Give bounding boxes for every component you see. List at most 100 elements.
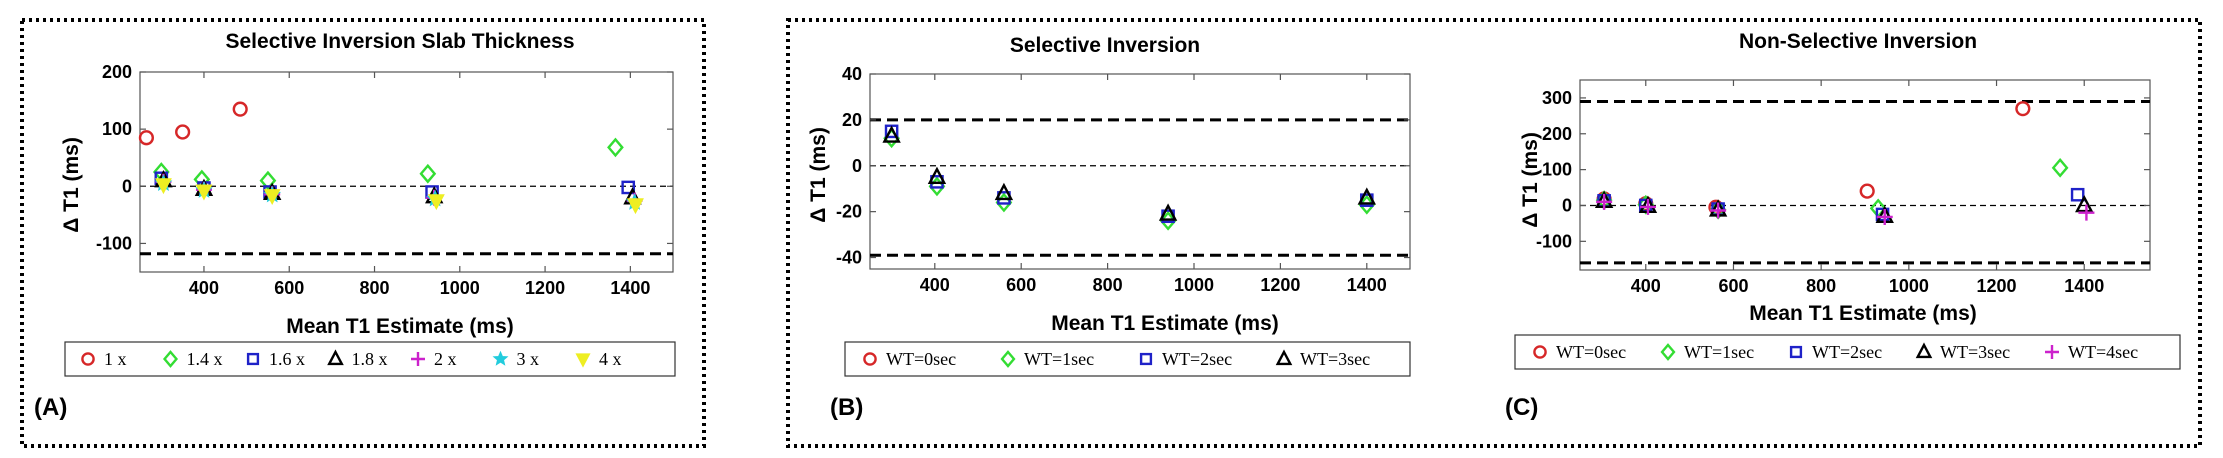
panel-c: Non-Selective Inversion 400 600 800 1000 120…	[1505, 30, 2181, 421]
legend-marker	[1660, 343, 1676, 361]
legend-marker	[81, 352, 95, 366]
panel-c-xlabel: Mean T1 Estimate (ms)	[1749, 302, 1977, 325]
data-point	[1158, 203, 1178, 221]
data-point	[2078, 204, 2095, 221]
panel-c-label: (C)	[1505, 394, 1538, 421]
legend-label: WT=1sec	[1024, 349, 1094, 369]
y-tick-label: 0	[1562, 195, 1572, 215]
data-point	[1596, 193, 1613, 210]
data-point	[175, 124, 191, 140]
series-wt-4sec	[1596, 193, 2095, 225]
data-point	[994, 182, 1014, 201]
y-tick-label: -20	[836, 202, 862, 222]
legend-marker	[575, 353, 591, 368]
y-tick-label: 100	[102, 119, 132, 139]
plot-box	[139, 71, 674, 273]
data-point	[427, 194, 445, 211]
x-tick-label: 400	[920, 275, 950, 295]
data-point	[621, 180, 636, 195]
legend-label: 3 x	[517, 349, 540, 369]
legend-marker	[162, 350, 179, 368]
legend-label: WT=3sec	[1940, 342, 2010, 362]
legend-marker	[411, 352, 425, 366]
legend-marker	[863, 352, 877, 366]
panel-b-label: (B)	[830, 394, 863, 421]
data-point	[263, 189, 281, 206]
series-1-x	[138, 101, 248, 146]
x-tick-label: 1200	[525, 278, 565, 298]
x-tick-label: 1000	[1889, 276, 1929, 296]
panel-a-ylabel: Δ T1 (ms)	[60, 137, 83, 233]
legend-marker	[492, 350, 509, 366]
series-4-x	[155, 178, 644, 215]
legend-label: WT=4sec	[2068, 342, 2138, 362]
legend-marker	[1000, 350, 1016, 368]
x-tick-label: 1200	[1260, 275, 1300, 295]
x-tick-label: 1400	[1347, 275, 1387, 295]
data-point	[627, 198, 644, 215]
data-point	[1859, 183, 1875, 199]
x-tick-label: 600	[274, 278, 304, 298]
data-point	[1357, 187, 1376, 205]
y-tick-label: 20	[842, 110, 862, 130]
y-tick-label: 200	[102, 62, 132, 82]
x-tick-label: 1400	[610, 278, 650, 298]
data-point	[1710, 202, 1727, 219]
series-wt-3sec	[882, 125, 1376, 221]
y-tick-label: 40	[842, 64, 862, 84]
legend-marker	[1915, 342, 1933, 359]
y-tick-label: -40	[836, 248, 862, 268]
x-tick-label: 600	[1006, 275, 1036, 295]
x-tick-label: 1400	[2064, 276, 2104, 296]
legend: WT=0sec WT=1sec WT=2sec WT=3sec WT=4sec	[1514, 334, 2181, 370]
data-point	[607, 137, 624, 158]
plot-box	[1579, 79, 2151, 271]
legend-marker	[327, 349, 344, 366]
legend-marker	[1533, 345, 1547, 359]
y-tick-label: -100	[1536, 231, 1572, 251]
y-tick-label: 300	[1542, 88, 1572, 108]
data-point	[882, 125, 901, 143]
panel-b: Selective Inversion 400 600 800 1000 1200 140…	[807, 34, 1411, 421]
y-tick-label: 200	[1542, 124, 1572, 144]
x-tick-label: 1000	[440, 278, 480, 298]
plot-box	[869, 73, 1411, 270]
legend-marker	[1789, 345, 1803, 359]
x-tick-label: 800	[359, 278, 389, 298]
panel-a: Selective Inversion Slab Thickness 400 60…	[34, 30, 676, 421]
panel-a-title: Selective Inversion Slab Thickness	[226, 30, 575, 53]
y-tick-label: -100	[96, 233, 132, 253]
data-point	[419, 163, 437, 184]
legend-label: 1.8 x	[352, 349, 388, 369]
legend-marker	[2045, 345, 2059, 359]
legend-label: 1.6 x	[269, 349, 305, 369]
legend-marker	[1139, 352, 1153, 366]
panel-a-label: (A)	[34, 394, 67, 421]
frame-panels-bc	[786, 18, 2202, 448]
legend-label: WT=0sec	[1556, 342, 1626, 362]
legend: WT=0sec WT=1sec WT=2sec WT=3sec	[844, 341, 1411, 377]
x-tick-label: 400	[189, 278, 219, 298]
legend-label: WT=2sec	[1812, 342, 1882, 362]
legend-label: 2 x	[434, 349, 457, 369]
data-point	[1876, 208, 1893, 225]
data-point	[155, 178, 172, 195]
panel-c-ylabel: Δ T1 (ms)	[1519, 132, 1542, 228]
data-point	[1639, 198, 1656, 215]
panel-b-ylabel: Δ T1 (ms)	[807, 127, 830, 223]
x-tick-label: 1200	[1977, 276, 2017, 296]
legend: 1 x 1.4 x 1.6 x 1.8 x 2 x 3 x 4 x	[64, 341, 676, 377]
x-tick-label: 800	[1093, 275, 1123, 295]
data-point	[2015, 101, 2031, 117]
data-point	[232, 101, 248, 117]
panel-a-xlabel: Mean T1 Estimate (ms)	[286, 315, 514, 338]
legend-marker	[246, 352, 260, 366]
data-point	[927, 166, 947, 185]
legend-label: 1 x	[104, 349, 127, 369]
data-point	[138, 130, 154, 146]
legend-label: WT=3sec	[1300, 349, 1370, 369]
legend-label: WT=2sec	[1162, 349, 1232, 369]
frame-panel-a	[20, 18, 706, 448]
legend-label: 4 x	[599, 349, 622, 369]
